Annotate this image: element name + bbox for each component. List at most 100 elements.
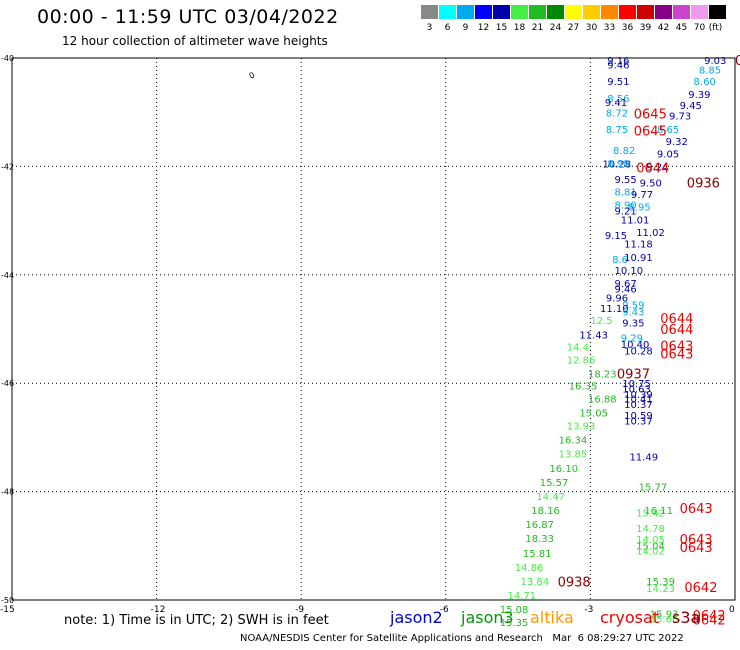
scale-label: 3 (426, 23, 433, 33)
page-subtitle: 12 hour collection of altimeter wave hei… (62, 34, 328, 48)
scale-swatch (475, 5, 492, 19)
pass-time-label: 0938 (558, 576, 591, 591)
wave-height-label: 11.01 (621, 216, 650, 227)
legend-s3a: s3a (672, 608, 701, 627)
scale-label: 6 (444, 23, 451, 33)
pass-time-label: 0645 (634, 125, 667, 140)
wave-height-label: 9.73 (669, 111, 691, 122)
wave-height-label: 10.63 (622, 385, 651, 396)
page-title: 00:00 - 11:59 UTC 03/04/2022 (37, 6, 339, 28)
scale-swatch (691, 5, 708, 19)
wave-height-label: 14.02 (636, 547, 665, 558)
scale-label: 42 (657, 23, 670, 33)
wave-height-label: 12.86 (567, 355, 596, 366)
credit-line: NOAA/NESDIS Center for Satellite Applica… (240, 633, 684, 644)
scale-swatch (547, 5, 564, 19)
wave-height-label: 13.93 (567, 421, 596, 432)
scale-label: 33 (603, 23, 616, 33)
wave-height-label: 14.05 (636, 535, 665, 546)
scale-label: 27 (567, 23, 580, 33)
wave-height-label: 15.08 (500, 605, 529, 616)
wave-height-label: 8.85 (699, 65, 721, 76)
scale-label: 21 (531, 23, 544, 33)
scale-swatch (529, 5, 546, 19)
wave-height-label: 16.35 (569, 381, 598, 392)
scale-swatch (493, 5, 510, 19)
wave-height-label: 14.4 (567, 342, 589, 353)
wave-height-label: 9.55 (615, 175, 637, 186)
wave-height-label: 9.41 (605, 98, 627, 109)
wave-height-label: 8.82 (613, 146, 635, 157)
pass-time-label: 0643 (680, 502, 713, 517)
wave-height-label: 9.05 (657, 149, 679, 160)
wave-height-label: 9.29 (621, 334, 643, 345)
wave-height-label: 9.46 (607, 61, 629, 72)
scale-swatch (457, 5, 474, 19)
pass-time-label: 0642 (693, 614, 726, 629)
scale-label: 39 (639, 23, 652, 33)
legend-note: note: 1) Time is in UTC; 2) SWH is in fe… (64, 613, 329, 628)
wave-height-label: 9.03 (704, 56, 726, 67)
wave-height-label: 9.32 (666, 137, 688, 148)
wave-height-label: 9.16 (607, 56, 629, 67)
pass-time-label: 0937 (617, 367, 650, 382)
pass-time-label: 0644 (660, 323, 693, 338)
wave-height-label: 14.71 (507, 591, 536, 602)
x-tick-label: -3 (584, 605, 593, 615)
wave-height-label: 9.67 (615, 279, 637, 290)
scale-swatch (439, 5, 456, 19)
wave-height-label: 11.18 (624, 239, 653, 250)
wave-height-label: 11.49 (629, 452, 658, 463)
scale-swatch (673, 5, 690, 19)
wave-height-label: 9.51 (607, 77, 629, 88)
wave-height-label: 15.93 (650, 610, 679, 621)
wave-height-label: 18.23 (588, 369, 617, 380)
scale-label: 15 (495, 23, 508, 33)
scale-label: 24 (549, 23, 562, 33)
scale-label: (ft) (708, 23, 723, 33)
wave-height-label: 8.6 (612, 255, 628, 266)
wave-height-label: 9.96 (606, 294, 628, 305)
x-tick-label: -15 (0, 605, 15, 615)
scale-swatch (655, 5, 672, 19)
wave-height-label: 8.95 (628, 203, 650, 214)
pass-time-label: 0643 (680, 541, 713, 556)
legend-altika: altika (530, 608, 574, 627)
wave-height-label: 13.84 (521, 577, 550, 588)
wave-height-label: 11.43 (579, 330, 608, 341)
legend-jason2: jason2 (390, 608, 443, 627)
wave-height-label: 14.23 (646, 584, 675, 595)
wave-height-label: 13.85 (559, 450, 588, 461)
wave-height-label: 10.41 (624, 394, 653, 405)
wave-height-label: 15.77 (639, 483, 668, 494)
scale-label: 18 (513, 23, 526, 33)
pass-time-label: 0936 (687, 177, 720, 192)
wave-height-label: 10.91 (624, 253, 653, 264)
wave-height-label: 10.10 (615, 266, 644, 277)
wave-height-label: 16.11 (644, 506, 673, 517)
scale-label: 9 (462, 23, 469, 33)
scale-label: 12 (477, 23, 490, 33)
y-tick-label: -50 (1, 596, 14, 605)
wave-height-labels: 9.169.46 9.038.859.51 8.609.398.569.41 9.45… (500, 56, 727, 629)
legend-row: note: 1) Time is in UTC; 2) SWH is in fe… (0, 608, 740, 632)
wave-height-label: 8.56 (607, 94, 629, 105)
wave-height-label: 9.21 (615, 206, 637, 217)
wave-height-label: 10.39 (624, 390, 653, 401)
wave-height-label: 10.28 (624, 347, 653, 358)
scale-swatch (601, 5, 618, 19)
wave-height-label: 15.39 (646, 577, 675, 588)
scale-swatch (565, 5, 582, 19)
pass-time-label: 0645 (634, 107, 667, 122)
wave-height-label: 10.37 (624, 400, 653, 411)
wave-height-label: 10.75 (622, 379, 651, 390)
map-gridlines (12, 58, 735, 600)
x-tick-label: -12 (151, 605, 166, 615)
scale-label: 36 (621, 23, 634, 33)
wave-height-label: 9.46 (615, 284, 637, 295)
wave-height-label: 15.05 (579, 408, 608, 419)
scale-label: 30 (585, 23, 598, 33)
pass-time-label: 0642 (693, 609, 726, 624)
wave-height-label: 10.28 (602, 160, 631, 171)
